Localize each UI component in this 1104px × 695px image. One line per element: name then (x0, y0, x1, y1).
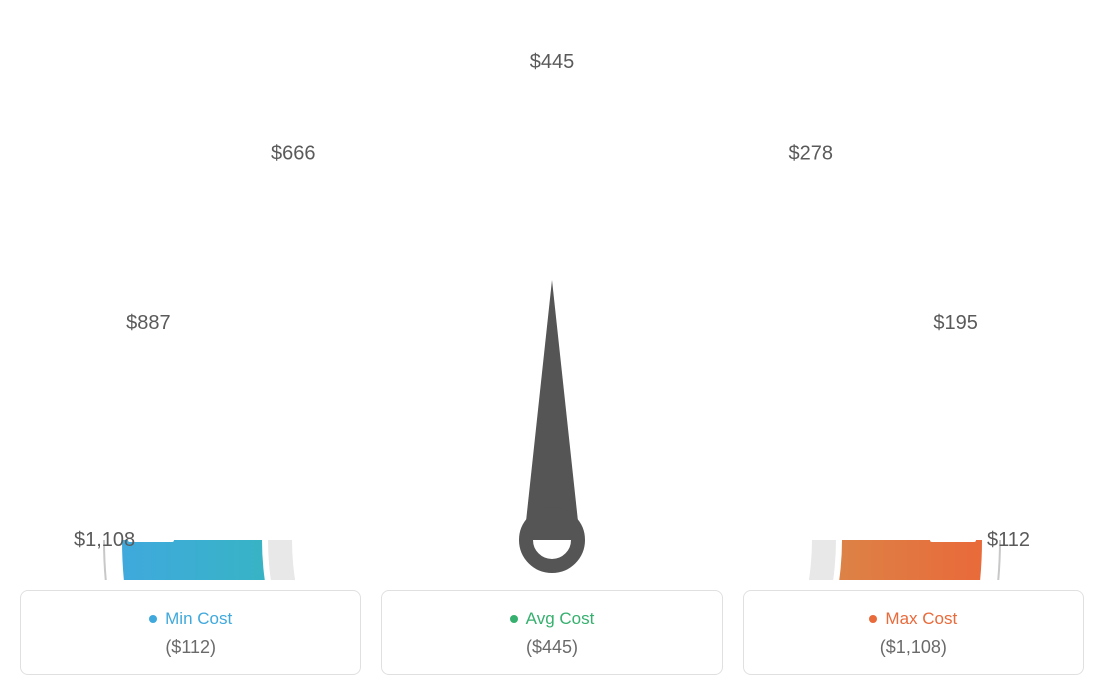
avg-cost-label: Avg Cost (526, 609, 595, 629)
min-cost-card: Min Cost ($112) (20, 590, 361, 675)
summary-cards: Min Cost ($112) Avg Cost ($445) Max Cost… (20, 590, 1084, 675)
max-dot-icon (869, 615, 877, 623)
avg-cost-value: ($445) (402, 637, 701, 658)
svg-text:$445: $445 (530, 51, 575, 73)
svg-text:$112: $112 (987, 529, 1030, 551)
avg-dot-icon (510, 615, 518, 623)
min-dot-icon (149, 615, 157, 623)
svg-text:$195: $195 (933, 312, 978, 334)
svg-text:$278: $278 (788, 142, 833, 164)
svg-text:$666: $666 (271, 142, 316, 164)
svg-text:$887: $887 (126, 312, 170, 334)
max-cost-card: Max Cost ($1,108) (743, 590, 1084, 675)
max-cost-value: ($1,108) (764, 637, 1063, 658)
avg-cost-card: Avg Cost ($445) (381, 590, 722, 675)
min-cost-label: Min Cost (165, 609, 232, 629)
cost-gauge: $112 $195 $278 $445 $666 $887 $1,108 (20, 20, 1084, 580)
min-cost-value: ($112) (41, 637, 340, 658)
max-cost-label: Max Cost (885, 609, 957, 629)
svg-text:$1,108: $1,108 (74, 529, 135, 551)
